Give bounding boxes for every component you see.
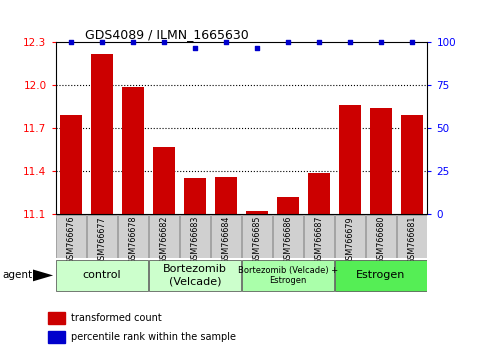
Text: GSM766685: GSM766685 (253, 216, 261, 264)
Point (377, 40, 385, 45)
Text: GSM766681: GSM766681 (408, 216, 416, 264)
Bar (397, 215, 427, 258)
Bar (366, 215, 396, 258)
Point (253, 45, 261, 51)
Text: Bortezomib (Velcade) +
Estrogen: Bortezomib (Velcade) + Estrogen (238, 266, 338, 285)
Bar (370, 108, 392, 214)
Bar (184, 178, 206, 214)
Bar (180, 215, 210, 258)
Text: GSM766676: GSM766676 (67, 216, 75, 264)
Bar (48, 312, 65, 324)
Bar (335, 215, 365, 258)
Bar (56, 215, 86, 258)
Bar (91, 54, 113, 214)
Bar (48, 331, 65, 343)
Bar (308, 173, 330, 214)
Bar (304, 215, 334, 258)
Polygon shape (33, 269, 53, 281)
Point (98, 40, 106, 45)
Bar (57, 260, 148, 291)
Text: Estrogen: Estrogen (356, 270, 406, 280)
Text: GDS4089 / ILMN_1665630: GDS4089 / ILMN_1665630 (85, 28, 249, 41)
Point (160, 40, 168, 45)
Bar (87, 215, 117, 258)
Bar (211, 215, 241, 258)
Point (408, 40, 416, 45)
Bar (149, 260, 241, 291)
Text: GSM766687: GSM766687 (314, 216, 324, 264)
Text: percentile rank within the sample: percentile rank within the sample (71, 332, 236, 342)
Text: GSM766686: GSM766686 (284, 216, 293, 264)
Text: transformed count: transformed count (71, 313, 162, 323)
Text: Bortezomib
(Velcade): Bortezomib (Velcade) (163, 264, 227, 286)
Text: GSM766682: GSM766682 (159, 216, 169, 264)
Point (67, 40, 75, 45)
Text: GSM766678: GSM766678 (128, 216, 138, 264)
Point (315, 40, 323, 45)
Point (284, 40, 292, 45)
Bar (60, 115, 82, 214)
Text: GSM766680: GSM766680 (376, 216, 385, 264)
Bar (122, 87, 144, 214)
Bar (153, 147, 175, 214)
Bar (277, 197, 299, 214)
Text: GSM766679: GSM766679 (345, 216, 355, 264)
Point (222, 40, 230, 45)
Point (191, 45, 199, 51)
Text: control: control (83, 270, 121, 280)
Bar (339, 105, 361, 214)
Bar (242, 215, 272, 258)
Point (346, 40, 354, 45)
Text: agent: agent (2, 270, 32, 280)
Text: GSM766677: GSM766677 (98, 216, 107, 264)
Text: GSM766684: GSM766684 (222, 216, 230, 264)
Point (129, 40, 137, 45)
Bar (273, 215, 303, 258)
Bar (215, 177, 237, 214)
Bar (246, 211, 268, 214)
Bar (401, 115, 423, 214)
Bar (149, 215, 179, 258)
Bar (242, 260, 334, 291)
Text: GSM766683: GSM766683 (190, 216, 199, 264)
Bar (118, 215, 148, 258)
Bar (335, 260, 426, 291)
